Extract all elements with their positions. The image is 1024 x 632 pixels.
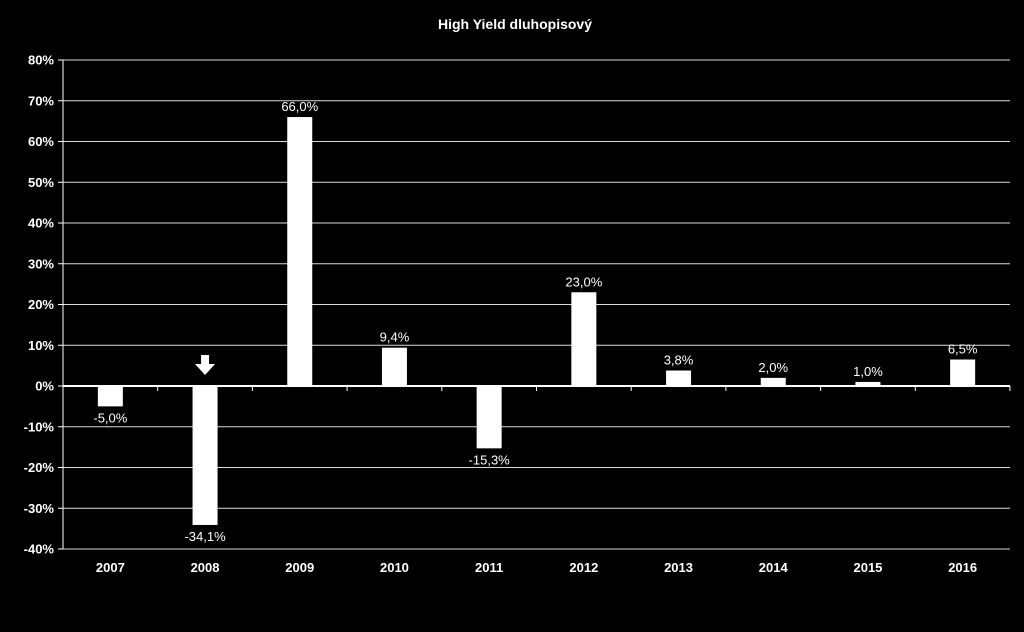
y-tick-label: -10% <box>24 419 55 434</box>
x-tick-label: 2014 <box>759 560 789 575</box>
x-axis: 2007 2008 2009 2010 2011 2012 2013 2014 2015 2016 <box>62 385 1011 575</box>
y-tick-label: -40% <box>24 542 55 557</box>
y-tick-label: 10% <box>28 338 54 353</box>
data-label: 3,8% <box>664 353 694 368</box>
y-tick-label: 50% <box>28 175 54 190</box>
data-label: 9,4% <box>380 330 410 345</box>
data-label: -5,0% <box>93 410 127 425</box>
bar-2014 <box>760 377 786 386</box>
bar-2007 <box>97 386 123 407</box>
grid <box>63 59 1010 550</box>
x-tick-label: 2010 <box>380 560 409 575</box>
bar-2015 <box>855 381 881 386</box>
data-label: 1,0% <box>853 364 883 379</box>
y-tick-label: 70% <box>28 93 54 108</box>
y-tick-label: 20% <box>28 297 54 312</box>
y-tick-label: -30% <box>24 501 55 516</box>
y-tick-label: 60% <box>28 134 54 149</box>
x-tick-label: 2012 <box>569 560 598 575</box>
x-tick-label: 2009 <box>285 560 314 575</box>
data-label: 66,0% <box>281 99 318 114</box>
x-tick-label: 2013 <box>664 560 693 575</box>
bar-2016 <box>950 359 976 386</box>
data-labels: -5,0% -34,1% 66,0% 9,4% -15,3% 23,0% 3,8% 2,0% 1… <box>93 99 978 544</box>
data-label: -34,1% <box>184 529 226 544</box>
bar-2008 <box>192 386 218 525</box>
bar-2013 <box>666 370 692 386</box>
x-tick-label: 2016 <box>948 560 977 575</box>
x-tick-label: 2015 <box>853 560 882 575</box>
bar-2011 <box>476 386 502 449</box>
bars <box>97 117 976 525</box>
marker <box>195 355 216 375</box>
y-tick-label: 40% <box>28 216 54 231</box>
y-tick-label: -20% <box>24 460 55 475</box>
data-label: 2,0% <box>758 360 788 375</box>
data-label: 23,0% <box>565 274 602 289</box>
y-tick-label: 80% <box>28 53 54 68</box>
chart-title: High Yield dluhopisový <box>438 16 592 32</box>
bar-2009 <box>287 117 313 387</box>
x-tick-label: 2007 <box>96 560 125 575</box>
bar-2010 <box>381 347 407 386</box>
y-tick-label: 30% <box>28 256 54 271</box>
y-tick-label: 0% <box>35 379 54 394</box>
x-tick-label: 2011 <box>475 560 503 575</box>
data-label: -15,3% <box>469 452 511 467</box>
data-label: 6,5% <box>948 342 978 357</box>
x-tick-label: 2008 <box>191 560 220 575</box>
y-axis: 80% 70% 60% 50% 40% 30% 20% 10% 0% -10% -20% -30% -4… <box>24 53 64 557</box>
down-arrow-icon <box>195 355 216 375</box>
bar-2012 <box>571 292 597 386</box>
